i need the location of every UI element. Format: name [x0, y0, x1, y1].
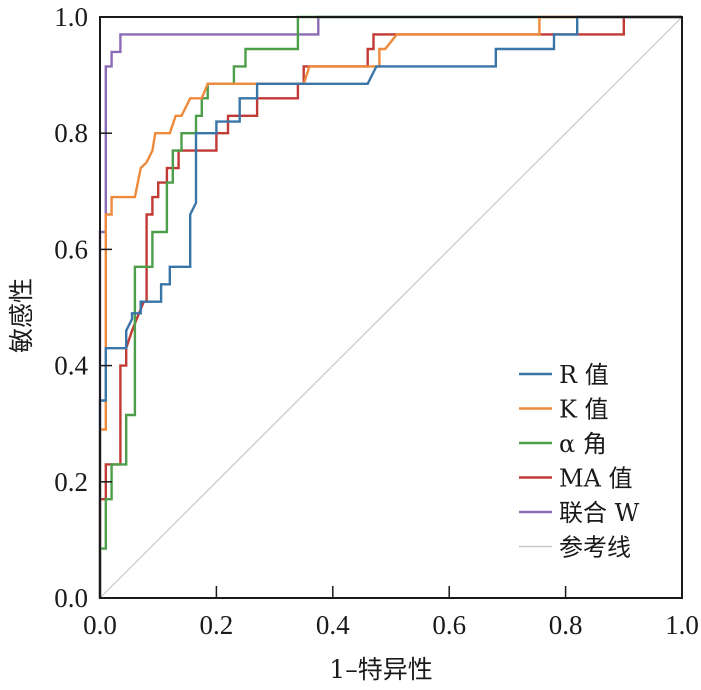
- legend-label: K 值: [559, 396, 609, 424]
- y-axis-title: 敏感性: [7, 278, 36, 353]
- y-tick-label: 0.2: [54, 467, 88, 497]
- legend: R 值 K 值 α 角 MA 值联合 W 参考线: [519, 361, 640, 562]
- series-line-2: [98, 15, 682, 598]
- series-line-5: [99, 16, 683, 599]
- legend-label: MA 值: [559, 465, 633, 493]
- ticks-layer: 0.0 0.2 0.4 0.6 0.8 1.0 0.0 0.2 0.4 0.6 0.8 1.0: [54, 2, 699, 640]
- series-layer: [98, 15, 683, 599]
- legend-label: 联合 W: [559, 499, 640, 527]
- legend-label: R 值: [559, 361, 609, 389]
- x-tick-label: 0.4: [316, 610, 350, 640]
- x-tick-label: 0.2: [200, 610, 234, 640]
- y-tick-label: 1.0: [54, 2, 88, 32]
- series-line-0: [98, 15, 682, 598]
- y-tick-label: 0.8: [54, 118, 88, 148]
- legend-label: 参考线: [559, 534, 631, 562]
- series-line-4: [98, 15, 682, 598]
- y-tick-label: 0.0: [54, 583, 88, 613]
- legend-label: α 角: [559, 430, 607, 458]
- series-line-1: [98, 15, 682, 598]
- x-axis-title: 1–特异性: [329, 655, 432, 684]
- x-tick-label: 1.0: [665, 610, 699, 640]
- plot-frame: [99, 16, 683, 599]
- y-tick-label: 0.4: [54, 351, 88, 381]
- x-tick-label: 0.8: [549, 610, 583, 640]
- y-tick-label: 0.6: [54, 234, 88, 264]
- x-tick-label: 0.6: [432, 610, 466, 640]
- x-tick-label: 0.0: [83, 610, 117, 640]
